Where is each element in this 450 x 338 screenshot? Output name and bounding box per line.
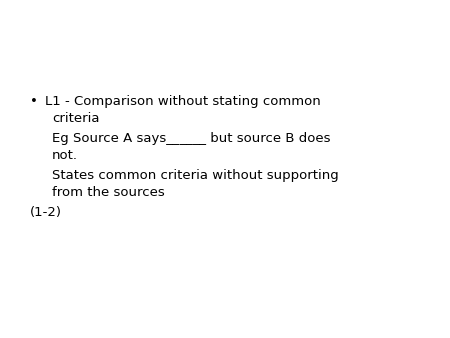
Text: L1 - Comparison without stating common: L1 - Comparison without stating common [45, 95, 321, 108]
Text: from the sources: from the sources [52, 186, 165, 199]
Text: (1-2): (1-2) [30, 206, 62, 219]
Text: Eg Source A says______ but source B does: Eg Source A says______ but source B does [52, 132, 330, 145]
Text: not.: not. [52, 149, 78, 162]
Text: •: • [30, 95, 38, 108]
Text: States common criteria without supporting: States common criteria without supportin… [52, 169, 339, 182]
Text: criteria: criteria [52, 112, 99, 125]
